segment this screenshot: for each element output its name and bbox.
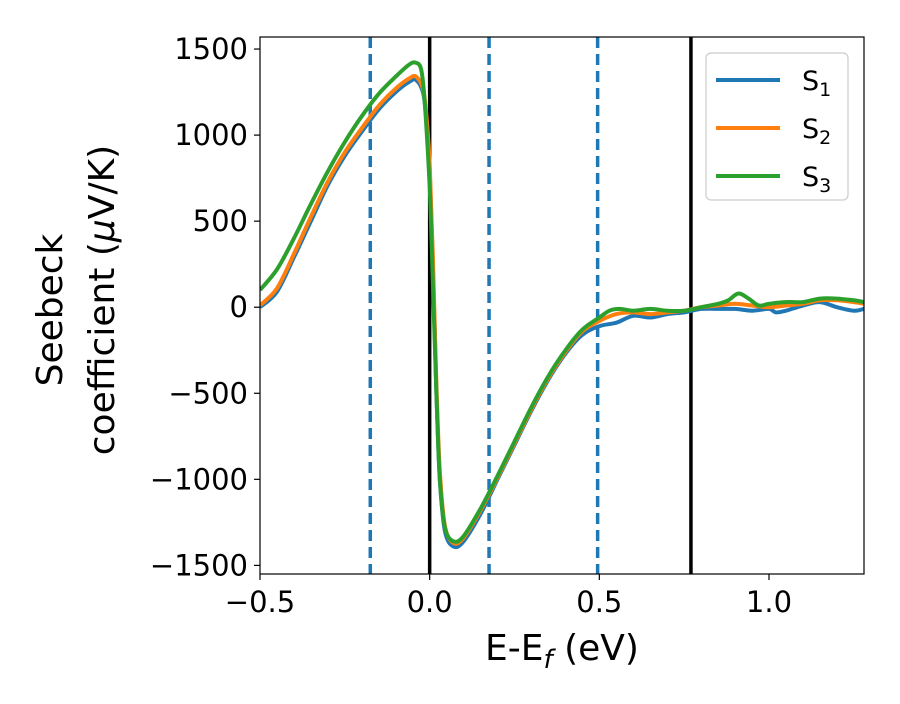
series-lines bbox=[260, 60, 864, 550]
x-tick-label: 0.0 bbox=[407, 585, 453, 619]
legend-label-s2: S2 bbox=[802, 114, 831, 149]
x-tick-label: 0.5 bbox=[576, 585, 622, 619]
y-tick-label: −1500 bbox=[150, 548, 248, 582]
reference-lines bbox=[368, 37, 693, 574]
y-tick-label: −1000 bbox=[150, 462, 248, 496]
y-tick-label: −500 bbox=[168, 376, 248, 410]
y-axis-label-line2: coefficient (μV/K) bbox=[82, 145, 123, 455]
x-tick-label: −0.5 bbox=[225, 585, 295, 619]
x-axis-label: E-Ef (eV) bbox=[485, 628, 639, 675]
y-tick-label: 1000 bbox=[174, 118, 248, 152]
legend-label-s1: S1 bbox=[802, 66, 831, 101]
y-axis-ticks: 1500 1000 500 0 −500 −1000 −1500 bbox=[150, 32, 260, 582]
legend-label-s3: S3 bbox=[802, 162, 831, 197]
legend: S1 S2 S3 bbox=[705, 52, 849, 201]
x-axis-ticks: −0.5 0.0 0.5 1.0 bbox=[225, 574, 792, 619]
series-line-s3 bbox=[260, 60, 864, 544]
x-tick-label: 1.0 bbox=[746, 585, 792, 619]
plot-frame bbox=[259, 36, 865, 575]
y-tick-label: 1500 bbox=[174, 32, 248, 66]
y-axis-label: Seebeck coefficient (μV/K) bbox=[30, 145, 123, 455]
y-axis-label-line1: Seebeck bbox=[30, 233, 71, 386]
y-tick-label: 0 bbox=[230, 290, 248, 324]
y-tick-label: 500 bbox=[193, 204, 248, 238]
